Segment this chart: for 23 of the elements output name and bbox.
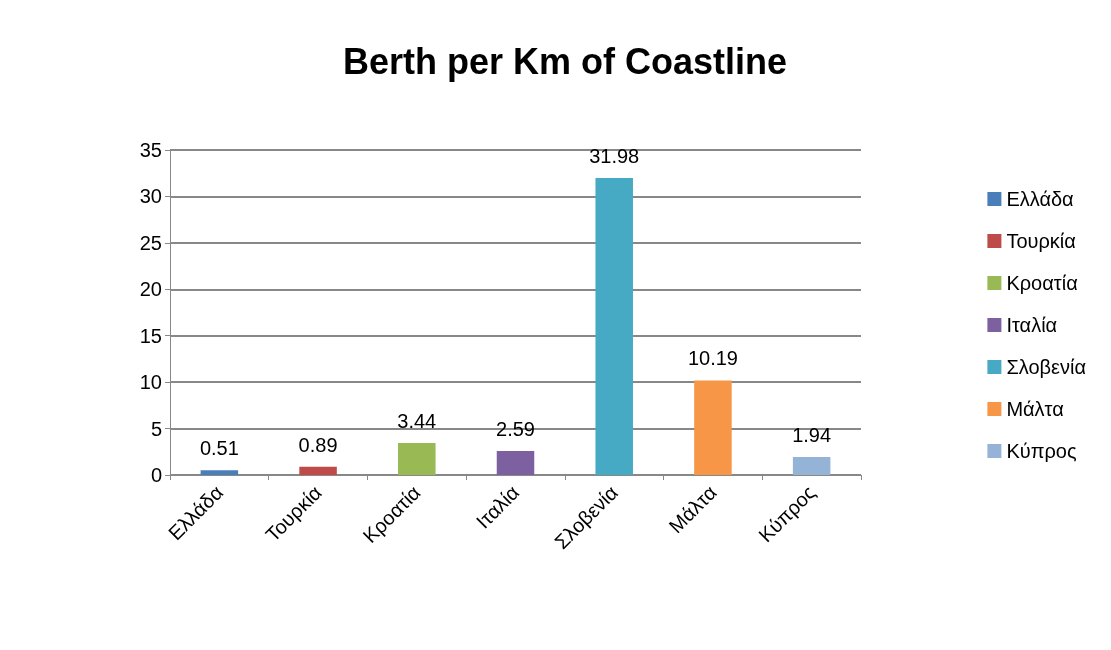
y-tick-label: 30 [139,185,162,208]
y-tick-label: 25 [139,231,162,254]
y-tick-label: 5 [150,417,162,440]
legend-label: Σλοβενία [1006,356,1086,378]
data-label: 10.19 [687,347,738,370]
data-label: 0.51 [199,437,239,460]
legend-label: Τουρκία [1006,230,1076,252]
y-tick-label: 10 [139,371,162,394]
legend-label: Ελλάδα [1006,188,1074,210]
data-label: 1.94 [792,423,832,446]
legend-label: Ιταλία [1006,314,1058,336]
chart-title: Berth per Km of Coastline [342,40,788,82]
data-label: 0.89 [298,433,338,456]
y-tick-label: 20 [139,278,162,301]
data-label: 31.98 [589,145,640,168]
y-tick-label: 0 [150,464,162,486]
legend-label: Κροατία [1006,272,1078,294]
y-tick-label: 15 [139,324,162,347]
data-label: 2.59 [496,417,535,440]
y-tick-label: 35 [139,139,162,161]
data-label: 3.44 [397,410,437,433]
legend-label: Κύπρος [1006,440,1077,462]
legend-label: Μάλτα [1006,398,1064,420]
